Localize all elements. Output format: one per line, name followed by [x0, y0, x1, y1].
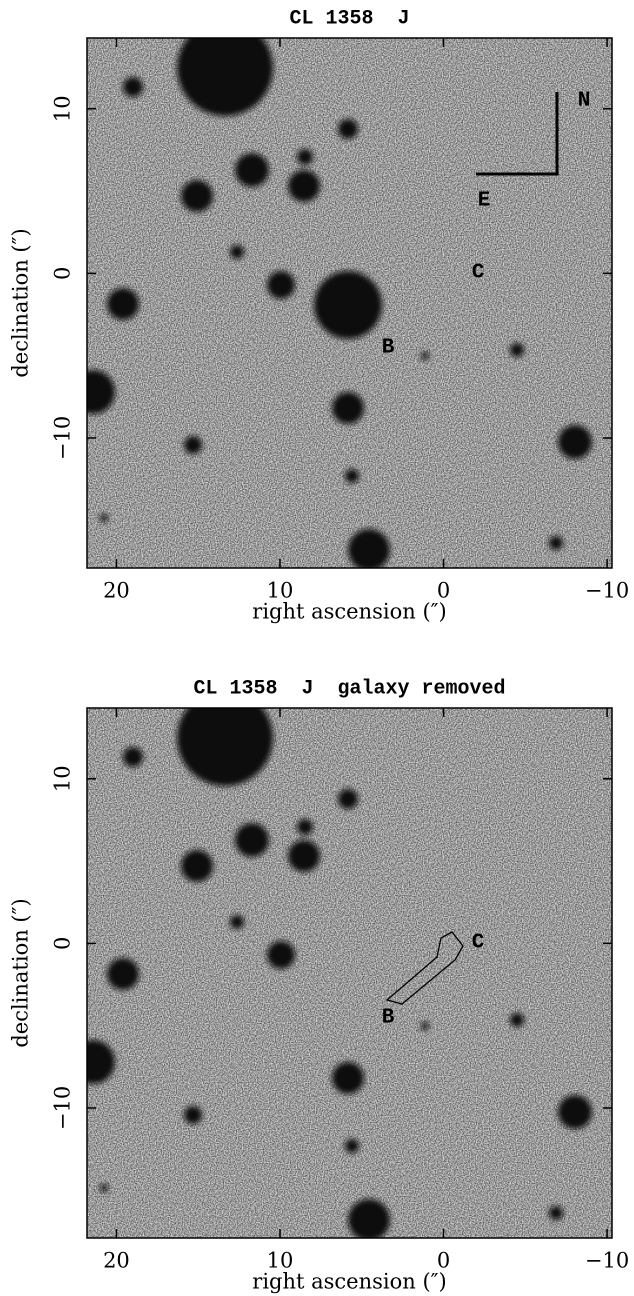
source [421, 352, 429, 360]
source [184, 1106, 202, 1124]
source [549, 536, 563, 550]
annotation: B [382, 337, 395, 360]
x-tick-label: −10 [585, 579, 629, 603]
source [235, 823, 269, 857]
source [549, 1206, 563, 1220]
source [348, 529, 390, 568]
y-tick-label: 10 [51, 765, 75, 792]
compass [476, 92, 559, 176]
y-tick-label: 0 [51, 937, 75, 950]
source [123, 747, 143, 767]
x-tick-label: 20 [103, 579, 130, 603]
annotation: B [382, 1007, 395, 1030]
sources [87, 38, 592, 568]
panel: CL 1358 J right ascension (″) declination … [9, 7, 630, 623]
source [235, 153, 269, 187]
source [332, 1062, 364, 1094]
source [181, 850, 213, 882]
y-axis-label: declination (″) [9, 898, 33, 1047]
source [348, 1199, 390, 1238]
source [87, 1040, 115, 1084]
y-axis-label: declination (″) [9, 228, 33, 377]
y-tick-label: 10 [51, 95, 75, 122]
x-tick-label: −10 [585, 1249, 629, 1273]
source [297, 819, 313, 835]
source [107, 288, 139, 320]
x-axis-label: right ascension (″) [252, 1270, 446, 1294]
x-tick-label: 10 [267, 1249, 294, 1273]
y-tick-label: 0 [51, 267, 75, 280]
x-tick-label: 10 [267, 579, 294, 603]
source [297, 149, 313, 165]
annotation: N [578, 90, 591, 113]
source [332, 392, 364, 424]
source [100, 1184, 108, 1192]
plot-frame [86, 37, 613, 569]
annotation: C [472, 932, 485, 955]
panel: CL 1358 J galaxy removed right ascension … [9, 677, 630, 1293]
x-tick-label: 0 [437, 579, 450, 603]
source [107, 958, 139, 990]
contour [385, 931, 464, 1005]
source [100, 514, 108, 522]
source [123, 77, 143, 97]
x-tick-label: 0 [437, 1249, 450, 1273]
sky-image [87, 38, 612, 568]
source [510, 1013, 524, 1027]
source [267, 271, 295, 299]
chart-title: CL 1358 J [289, 7, 409, 30]
source [230, 915, 244, 929]
annotation: E [478, 190, 491, 213]
source [181, 180, 213, 212]
source [288, 840, 320, 872]
source [338, 789, 358, 809]
source [87, 370, 115, 414]
source [338, 119, 358, 139]
source [345, 1139, 359, 1153]
plot-frame [86, 707, 613, 1239]
source [421, 1022, 429, 1030]
source [177, 708, 273, 786]
source [558, 1095, 592, 1129]
source [314, 271, 382, 339]
source [510, 343, 524, 357]
y-tick-label: −10 [51, 416, 75, 460]
sky-image [87, 708, 612, 1238]
source [267, 941, 295, 969]
y-tick-label: −10 [51, 1086, 75, 1130]
source [558, 425, 592, 459]
annotation: C [472, 262, 485, 285]
sources [87, 708, 592, 1238]
x-axis-label: right ascension (″) [252, 600, 446, 624]
sky-noise [87, 708, 612, 1238]
chart-title: CL 1358 J galaxy removed [193, 677, 505, 700]
x-tick-label: 20 [103, 1249, 130, 1273]
source [288, 170, 320, 202]
source [177, 38, 273, 116]
source [230, 245, 244, 259]
source [184, 436, 202, 454]
source [345, 469, 359, 483]
